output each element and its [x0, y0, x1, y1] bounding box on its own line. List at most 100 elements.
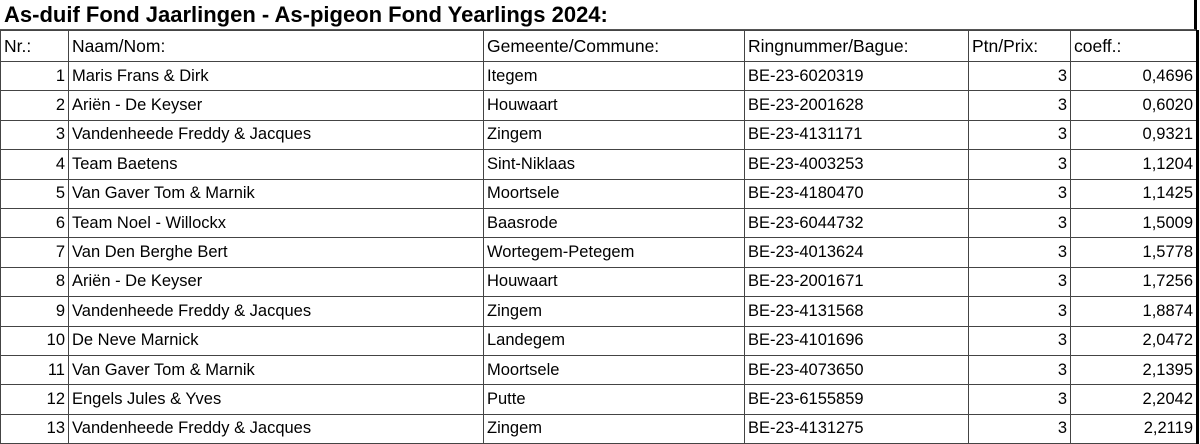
cell-prize[interactable]: 3 [968, 207, 1071, 239]
cell-ring[interactable]: BE-23-4101696 [744, 325, 969, 356]
cell-ring[interactable]: BE-23-4003253 [744, 149, 969, 180]
cell-nr[interactable]: 7 [0, 237, 69, 268]
cell-nr[interactable]: 2 [0, 90, 69, 121]
cell-nr[interactable]: 8 [0, 266, 69, 298]
cell-name[interactable]: Van Den Berghe Bert [68, 237, 484, 268]
cell-name[interactable]: Van Gaver Tom & Marnik [68, 354, 484, 386]
sheet-title: As-duif Fond Jaarlingen - As-pigeon Fond… [0, 0, 1197, 30]
cell-ring[interactable]: BE-23-4131568 [744, 296, 969, 327]
table-row: 1 Maris Frans & Dirk Itegem BE-23-6020319 3 0… [0, 60, 1199, 92]
cell-nr[interactable]: 11 [0, 354, 69, 386]
cell-nr[interactable]: 9 [0, 296, 69, 327]
table-row: 5 Van Gaver Tom & Marnik Moortsele BE-23-41… [0, 178, 1199, 209]
cell-prize[interactable]: 3 [968, 325, 1071, 356]
cell-commune[interactable]: Wortegem-Petegem [483, 237, 745, 268]
cell-prize[interactable]: 3 [968, 413, 1071, 444]
cell-prize[interactable]: 3 [968, 90, 1071, 121]
cell-name[interactable]: De Neve Marnick [68, 325, 484, 356]
cell-name[interactable]: Ariën - De Keyser [68, 90, 484, 121]
cell-ring[interactable]: BE-23-4013624 [744, 237, 969, 268]
cell-nr[interactable]: 13 [0, 413, 69, 444]
cell-prize[interactable]: 3 [968, 149, 1071, 180]
cell-ring[interactable]: BE-23-4131171 [744, 119, 969, 151]
cell-ring[interactable]: BE-23-6020319 [744, 60, 969, 92]
cell-coeff[interactable]: 2,2119 [1070, 413, 1199, 444]
cell-commune[interactable]: Zingem [483, 413, 745, 444]
cell-nr[interactable]: 12 [0, 384, 69, 415]
cell-prize[interactable]: 3 [968, 296, 1071, 327]
table-row: 7 Van Den Berghe Bert Wortegem-Petegem BE-2… [0, 237, 1199, 268]
cell-ring[interactable]: BE-23-4180470 [744, 178, 969, 209]
cell-name[interactable]: Maris Frans & Dirk [68, 60, 484, 92]
cell-nr[interactable]: 4 [0, 149, 69, 180]
cell-ring[interactable]: BE-23-2001671 [744, 266, 969, 298]
cell-coeff[interactable]: 2,1395 [1070, 354, 1199, 386]
cell-name[interactable]: Ariën - De Keyser [68, 266, 484, 298]
table-row: 2 Ariën - De Keyser Houwaart BE-23-2001628 3… [0, 90, 1199, 121]
cell-commune[interactable]: Sint-Niklaas [483, 149, 745, 180]
table-row: 9 Vandenheede Freddy & Jacques Zingem BE-23… [0, 296, 1199, 327]
cell-coeff[interactable]: 1,7256 [1070, 266, 1199, 298]
header-prize: Ptn/Prix: [968, 30, 1071, 62]
cell-name[interactable]: Vandenheede Freddy & Jacques [68, 119, 484, 151]
cell-commune[interactable]: Landegem [483, 325, 745, 356]
header-coeff: coeff.: [1070, 30, 1199, 62]
cell-commune[interactable]: Zingem [483, 119, 745, 151]
cell-nr[interactable]: 10 [0, 325, 69, 356]
cell-prize[interactable]: 3 [968, 178, 1071, 209]
cell-coeff[interactable]: 1,1204 [1070, 149, 1199, 180]
cell-nr[interactable]: 5 [0, 178, 69, 209]
cell-commune[interactable]: Houwaart [483, 90, 745, 121]
cell-nr[interactable]: 6 [0, 207, 69, 239]
table-row: 10 De Neve Marnick Landegem BE-23-4101696 3 2… [0, 325, 1199, 356]
table-row: 3 Vandenheede Freddy & Jacques Zingem BE-23… [0, 119, 1199, 151]
cell-name[interactable]: Vandenheede Freddy & Jacques [68, 296, 484, 327]
cell-commune[interactable]: Houwaart [483, 266, 745, 298]
cell-coeff[interactable]: 0,9321 [1070, 119, 1199, 151]
cell-ring[interactable]: BE-23-4131275 [744, 413, 969, 444]
cell-coeff[interactable]: 1,5009 [1070, 207, 1199, 239]
cell-coeff[interactable]: 1,8874 [1070, 296, 1199, 327]
cell-ring[interactable]: BE-23-4073650 [744, 354, 969, 386]
cell-nr[interactable]: 1 [0, 60, 69, 92]
cell-ring[interactable]: BE-23-2001628 [744, 90, 969, 121]
cell-name[interactable]: Engels Jules & Yves [68, 384, 484, 415]
cell-prize[interactable]: 3 [968, 119, 1071, 151]
cell-name[interactable]: Van Gaver Tom & Marnik [68, 178, 484, 209]
table-row: 6 Team Noel - Willockx Baasrode BE-23-60447… [0, 207, 1199, 239]
cell-ring[interactable]: BE-23-6155859 [744, 384, 969, 415]
header-nr: Nr.: [0, 30, 69, 62]
cell-coeff[interactable]: 1,1425 [1070, 178, 1199, 209]
cell-name[interactable]: Team Baetens [68, 149, 484, 180]
table-row: 4 Team Baetens Sint-Niklaas BE-23-4003253 3 1… [0, 149, 1199, 180]
table-row: 8 Ariën - De Keyser Houwaart BE-23-2001671 3… [0, 266, 1199, 298]
cell-ring[interactable]: BE-23-6044732 [744, 207, 969, 239]
cell-prize[interactable]: 3 [968, 60, 1071, 92]
cell-coeff[interactable]: 2,2042 [1070, 384, 1199, 415]
cell-commune[interactable]: Itegem [483, 60, 745, 92]
header-name: Naam/Nom: [68, 30, 484, 62]
results-table: Nr.: Naam/Nom: Gemeente/Commune: Ringnum… [0, 30, 1199, 444]
cell-prize[interactable]: 3 [968, 237, 1071, 268]
cell-nr[interactable]: 3 [0, 119, 69, 151]
header-row: Nr.: Naam/Nom: Gemeente/Commune: Ringnum… [0, 30, 1199, 62]
table-row: 12 Engels Jules & Yves Putte BE-23-6155859 3… [0, 384, 1199, 415]
table-row: 13 Vandenheede Freddy & Jacques Zingem BE-2… [0, 413, 1199, 444]
cell-prize[interactable]: 3 [968, 266, 1071, 298]
cell-commune[interactable]: Baasrode [483, 207, 745, 239]
cell-prize[interactable]: 3 [968, 384, 1071, 415]
cell-coeff[interactable]: 0,6020 [1070, 90, 1199, 121]
table-row: 11 Van Gaver Tom & Marnik Moortsele BE-23-4… [0, 354, 1199, 386]
cell-coeff[interactable]: 2,0472 [1070, 325, 1199, 356]
cell-commune[interactable]: Putte [483, 384, 745, 415]
cell-coeff[interactable]: 0,4696 [1070, 60, 1199, 92]
cell-name[interactable]: Team Noel - Willockx [68, 207, 484, 239]
cell-coeff[interactable]: 1,5778 [1070, 237, 1199, 268]
cell-commune[interactable]: Moortsele [483, 178, 745, 209]
cell-commune[interactable]: Zingem [483, 296, 745, 327]
cell-prize[interactable]: 3 [968, 354, 1071, 386]
cell-name[interactable]: Vandenheede Freddy & Jacques [68, 413, 484, 444]
cell-commune[interactable]: Moortsele [483, 354, 745, 386]
header-ring: Ringnummer/Bague: [744, 30, 969, 62]
header-commune: Gemeente/Commune: [483, 30, 745, 62]
